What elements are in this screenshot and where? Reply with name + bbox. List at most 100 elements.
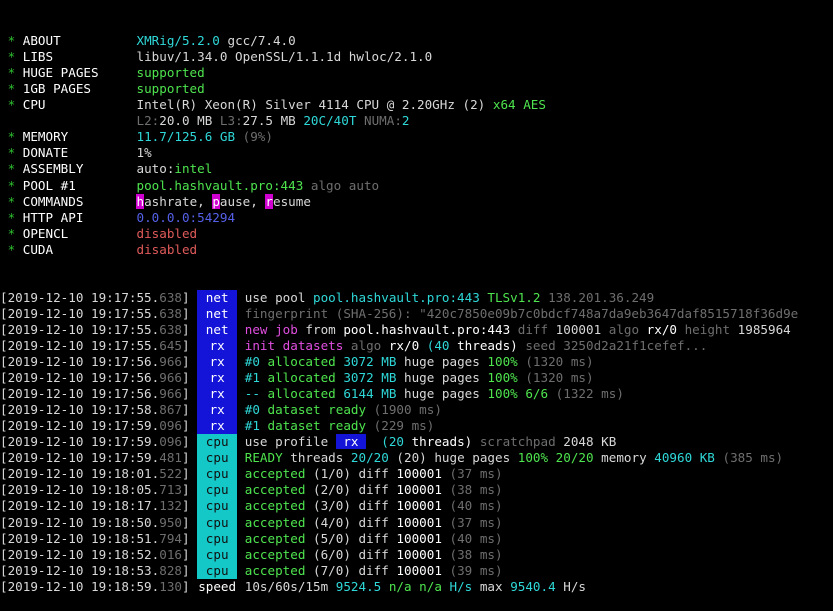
log-timestamp-ms: 096 — [159, 434, 182, 450]
command-label: ashrate, — [144, 193, 213, 209]
log-timestamp: [2019-12-10 19:18:05. — [0, 482, 160, 498]
gap — [237, 306, 245, 321]
log-text: #1 — [244, 370, 268, 386]
log-channel-badge-cpu: cpu — [197, 546, 238, 563]
gap — [237, 547, 245, 562]
l3-label: L3: — [219, 113, 243, 129]
bullet-icon: * — [0, 65, 23, 81]
log-text: diff — [517, 321, 556, 337]
log-channel-badge-speed: speed — [198, 578, 237, 594]
log-text: (7/0) — [313, 562, 359, 578]
log-text: allocated — [267, 370, 344, 386]
about-version: XMRig/5.2.0 — [136, 33, 228, 49]
assembly-target: intel — [174, 161, 213, 177]
summary-row-label: ASSEMBLY — [22, 161, 137, 177]
gap — [237, 386, 245, 401]
log-channel-badge-rx: rx — [197, 418, 238, 435]
log-channel-badge-net: net — [197, 305, 238, 322]
summary-row-label: HTTP API — [22, 209, 137, 225]
memory-value: 11.7/125.6 GB — [136, 129, 243, 145]
log-text: 100001 — [396, 466, 450, 482]
cpu-features: x64 AES — [492, 97, 546, 113]
log-line: [2019-12-10 19:17:56.966] rx -- allocate… — [0, 386, 833, 403]
log-timestamp-end: ] — [181, 546, 198, 562]
indent — [0, 113, 136, 128]
log-line: [2019-12-10 19:17:59.096] cpu use profil… — [0, 434, 833, 451]
log-timestamp-ms: 966 — [159, 386, 182, 402]
gap — [237, 563, 245, 578]
log-line: [2019-12-10 19:17:55.645] rx init datase… — [0, 337, 833, 355]
log-line: [2019-12-10 19:18:50.950] cpu accepted (… — [0, 514, 833, 531]
log-timestamp: [2019-12-10 19:17:58. — [0, 402, 160, 418]
summary-row: * DONATE 1% — [0, 145, 833, 161]
log-text: diff — [358, 514, 397, 530]
log-text: huge pages — [404, 386, 488, 402]
log-text: (3/0) — [313, 498, 359, 514]
bullet-icon: * — [0, 193, 23, 209]
bullet-icon: * — [0, 241, 23, 257]
terminal-window[interactable]: * ABOUT XMRig/5.2.0 gcc/7.4.0 * LIBS lib… — [0, 0, 833, 594]
log-line: [2019-12-10 19:17:58.867] rx #0 dataset … — [0, 402, 833, 419]
log-text: allocated — [267, 354, 344, 370]
log-line: [2019-12-10 19:18:51.794] cpu accepted (… — [0, 530, 833, 547]
pages-status: supported — [136, 81, 205, 97]
log-timestamp-ms: 867 — [159, 402, 182, 418]
log-line: [2019-12-10 19:17:55.638] net new job fr… — [0, 321, 833, 338]
log-text: diff — [358, 562, 397, 578]
log-text: 9540.4 — [510, 578, 564, 594]
gap — [237, 354, 245, 369]
gap — [237, 450, 245, 465]
summary-row-label: HUGE PAGES — [22, 65, 137, 81]
log-timestamp: [2019-12-10 19:17:55. — [0, 337, 160, 353]
log-timestamp-end: ] — [181, 434, 198, 450]
log-text: (1/0) — [313, 466, 359, 482]
log-timestamp-end: ] — [181, 482, 198, 498]
log-timestamp-end: ] — [181, 498, 198, 514]
command-hotkey: h — [136, 193, 145, 209]
log-channel-badge-cpu: cpu — [197, 514, 238, 531]
log-line: [2019-12-10 19:18:59.130] speed 10s/60s/… — [0, 579, 833, 595]
gap — [237, 338, 245, 353]
log-timestamp: [2019-12-10 19:17:55. — [0, 305, 160, 321]
gap — [237, 466, 245, 481]
assembly-mode: auto: — [136, 161, 175, 177]
log-line: [2019-12-10 19:18:53.828] cpu accepted (… — [0, 562, 833, 579]
log-text: huge pages — [404, 370, 488, 386]
l2-value: 20.0 MB — [159, 113, 220, 129]
log-channel-badge-net: net — [197, 289, 238, 306]
log-timestamp-ms: 481 — [159, 450, 182, 466]
summary-row: * CUDA disabled — [0, 242, 833, 258]
log-timestamp-end: ] — [181, 386, 198, 402]
log-timestamp-end: ] — [181, 321, 198, 337]
log-text: (40 ms) — [449, 498, 503, 514]
log-channel-badge-rx: rx — [197, 354, 238, 371]
summary-row: * ASSEMBLY auto:intel — [0, 161, 833, 177]
log-text: H/s — [449, 578, 480, 594]
log-text: accepted — [244, 514, 313, 530]
log-text: (4/0) — [313, 514, 359, 530]
log-text: (385 ms) — [722, 450, 784, 466]
log-timestamp: [2019-12-10 19:17:59. — [0, 450, 160, 466]
log-timestamp-ms: 794 — [159, 530, 182, 546]
log-line: [2019-12-10 19:17:59.481] cpu READY thre… — [0, 450, 833, 467]
log-text: fingerprint (SHA-256): "420c7850e09b7c0b… — [244, 305, 799, 321]
xmrig-summary-block: * ABOUT XMRig/5.2.0 gcc/7.4.0 * LIBS lib… — [0, 33, 833, 258]
log-text: threads) — [457, 337, 526, 353]
log-text: 100001 — [555, 321, 609, 337]
summary-row: * OPENCL disabled — [0, 226, 833, 242]
log-timestamp-end: ] — [181, 514, 198, 530]
about-compiler: gcc/7.4.0 — [227, 33, 296, 49]
log-line: [2019-12-10 19:17:55.638] net fingerprin… — [0, 305, 833, 322]
log-text: 40960 KB — [654, 450, 723, 466]
log-text: 100% 6/6 — [487, 386, 556, 402]
log-text: accepted — [244, 530, 313, 546]
summary-row-label: DONATE — [22, 145, 137, 161]
log-timestamp-ms: 638 — [159, 305, 182, 321]
summary-row-label: COMMANDS — [22, 193, 137, 209]
log-channel-badge-rx: rx — [197, 386, 238, 403]
bullet-icon: * — [0, 81, 23, 97]
log-text: (5/0) — [313, 530, 359, 546]
log-timestamp-ms: 638 — [159, 289, 182, 305]
log-text: scratchpad — [479, 434, 564, 450]
log-text: (1900 ms) — [373, 402, 442, 418]
